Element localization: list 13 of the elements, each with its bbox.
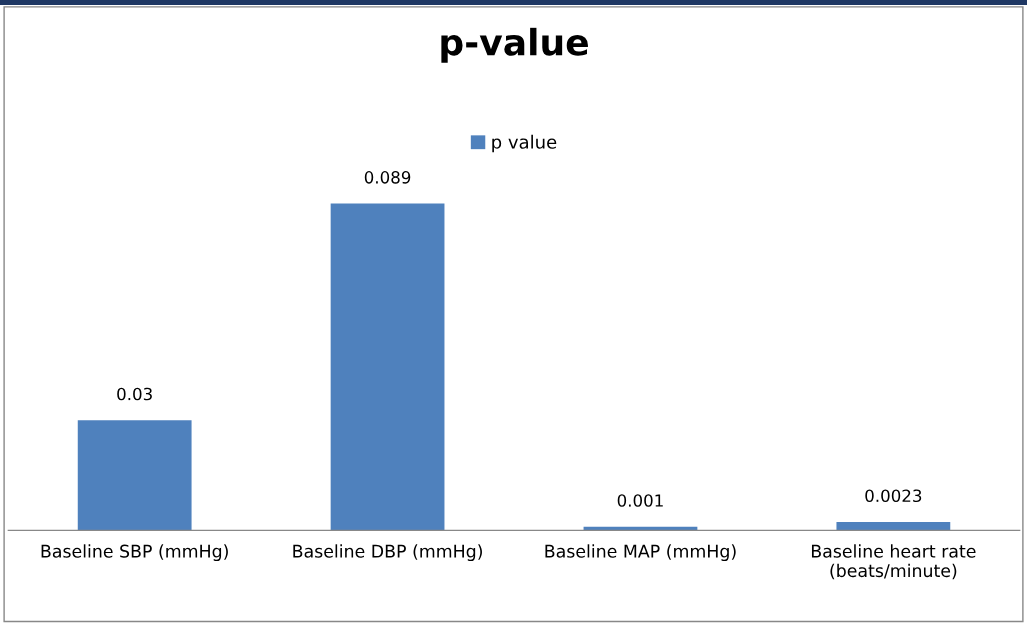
x-tick-label: Baseline heart rate (beats/minute) bbox=[811, 544, 976, 580]
x-tick-label: Baseline DBP (mmHg) bbox=[293, 544, 482, 562]
bar bbox=[836, 521, 951, 531]
data-label: 0.0023 bbox=[865, 489, 922, 503]
legend-label: p value bbox=[492, 134, 557, 153]
x-tick-label: Baseline SBP (mmHg) bbox=[41, 544, 228, 562]
data-label: 0.001 bbox=[617, 494, 663, 507]
data-label: 0.03 bbox=[117, 387, 152, 401]
chart-title: p-value bbox=[441, 27, 588, 63]
bar bbox=[330, 203, 445, 531]
x-tick-label: Baseline MAP (mmHg) bbox=[545, 544, 736, 562]
bar bbox=[77, 420, 192, 531]
data-label: 0.089 bbox=[364, 171, 411, 184]
